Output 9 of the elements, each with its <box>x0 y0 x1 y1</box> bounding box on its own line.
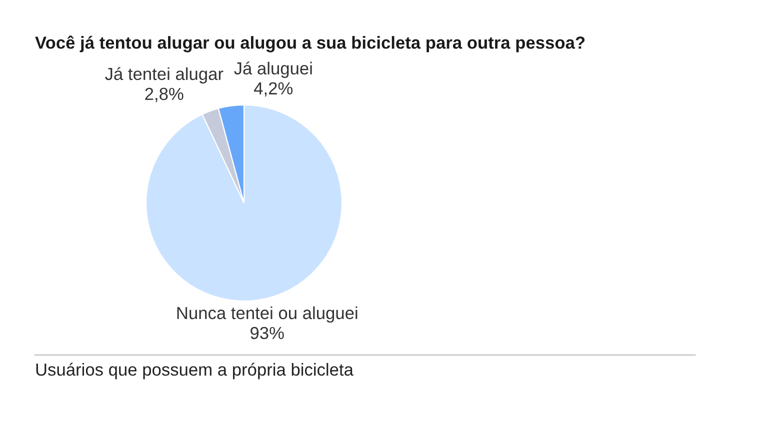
data-label: 4,2% <box>254 82 293 97</box>
slice-label: Nunca tentei ou aluguei <box>177 306 358 323</box>
text: Usuários que possuem a própria bicicleta <box>36 362 354 380</box>
slice-label: Já aluguei <box>234 62 312 78</box>
pie-slice <box>145 104 343 302</box>
data-label: 2,8% <box>145 88 184 102</box>
data-label: 93% <box>250 326 284 340</box>
chart-title: Você já tentou alugar ou alugou a sua bicicleta para outra pessoa? <box>35 36 585 52</box>
slice-label: Já tentei alugar <box>105 67 224 84</box>
